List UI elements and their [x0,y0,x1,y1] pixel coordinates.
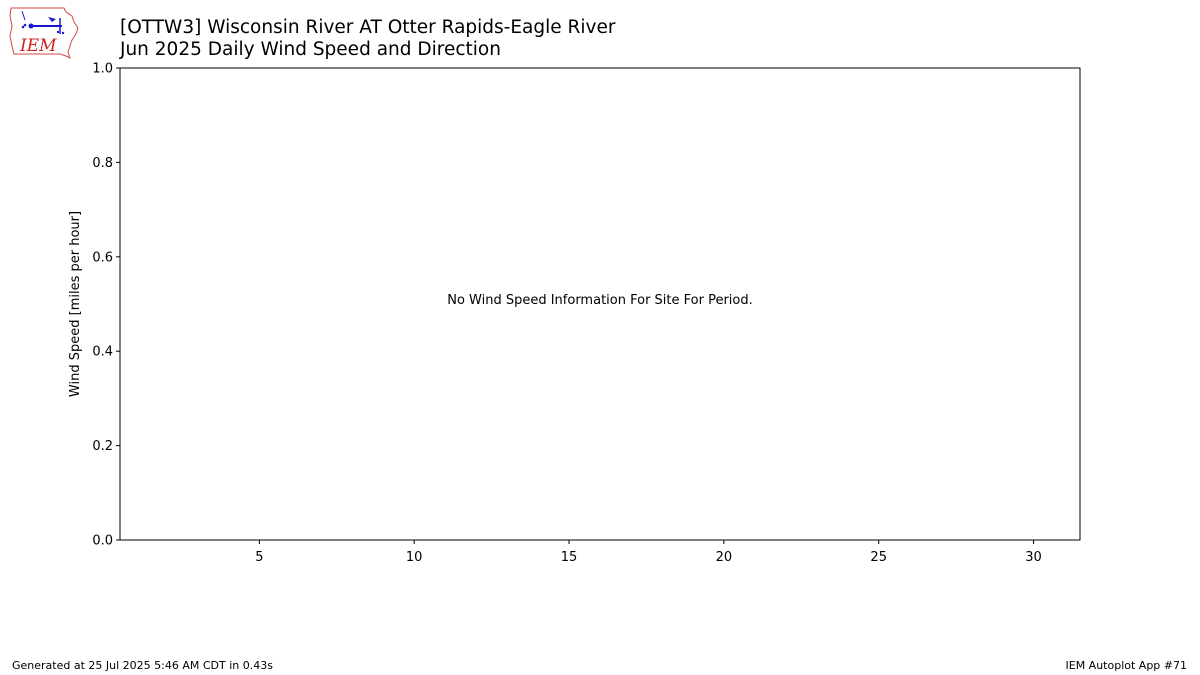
app-label: IEM Autoplot App #71 [1065,659,1188,672]
y-tick-label: 0.6 [92,250,113,265]
y-axis-label: Wind Speed [miles per hour] [68,211,83,397]
x-axis-ticks: 5 10 15 20 25 30 [255,540,1042,565]
y-axis-ticks: 0.0 0.2 0.4 0.6 0.8 1.0 [92,62,120,549]
plot-area [119,67,1081,541]
generated-timestamp: Generated at 25 Jul 2025 5:46 AM CDT in … [12,659,273,672]
x-tick-label: 5 [255,550,263,565]
logo-text: IEM [19,36,57,56]
chart-title-line1: [OTTW3] Wisconsin River AT Otter Rapids-… [120,17,616,38]
x-tick-label: 20 [716,550,733,565]
x-tick-label: 25 [870,550,887,565]
y-tick-label: 0.0 [92,534,113,549]
y-tick-label: 0.4 [92,345,113,360]
x-tick-label: 10 [406,550,423,565]
x-tick-label: 30 [1025,550,1042,565]
x-tick-label: 15 [561,550,578,565]
y-tick-label: 1.0 [92,62,113,77]
chart-title-line2: Jun 2025 Daily Wind Speed and Direction [120,39,501,60]
y-tick-label: 0.8 [92,156,113,171]
y-tick-label: 0.2 [92,439,113,454]
iem-iowa-logo-icon: IEM [9,7,79,59]
no-data-annotation: No Wind Speed Information For Site For P… [447,293,753,308]
